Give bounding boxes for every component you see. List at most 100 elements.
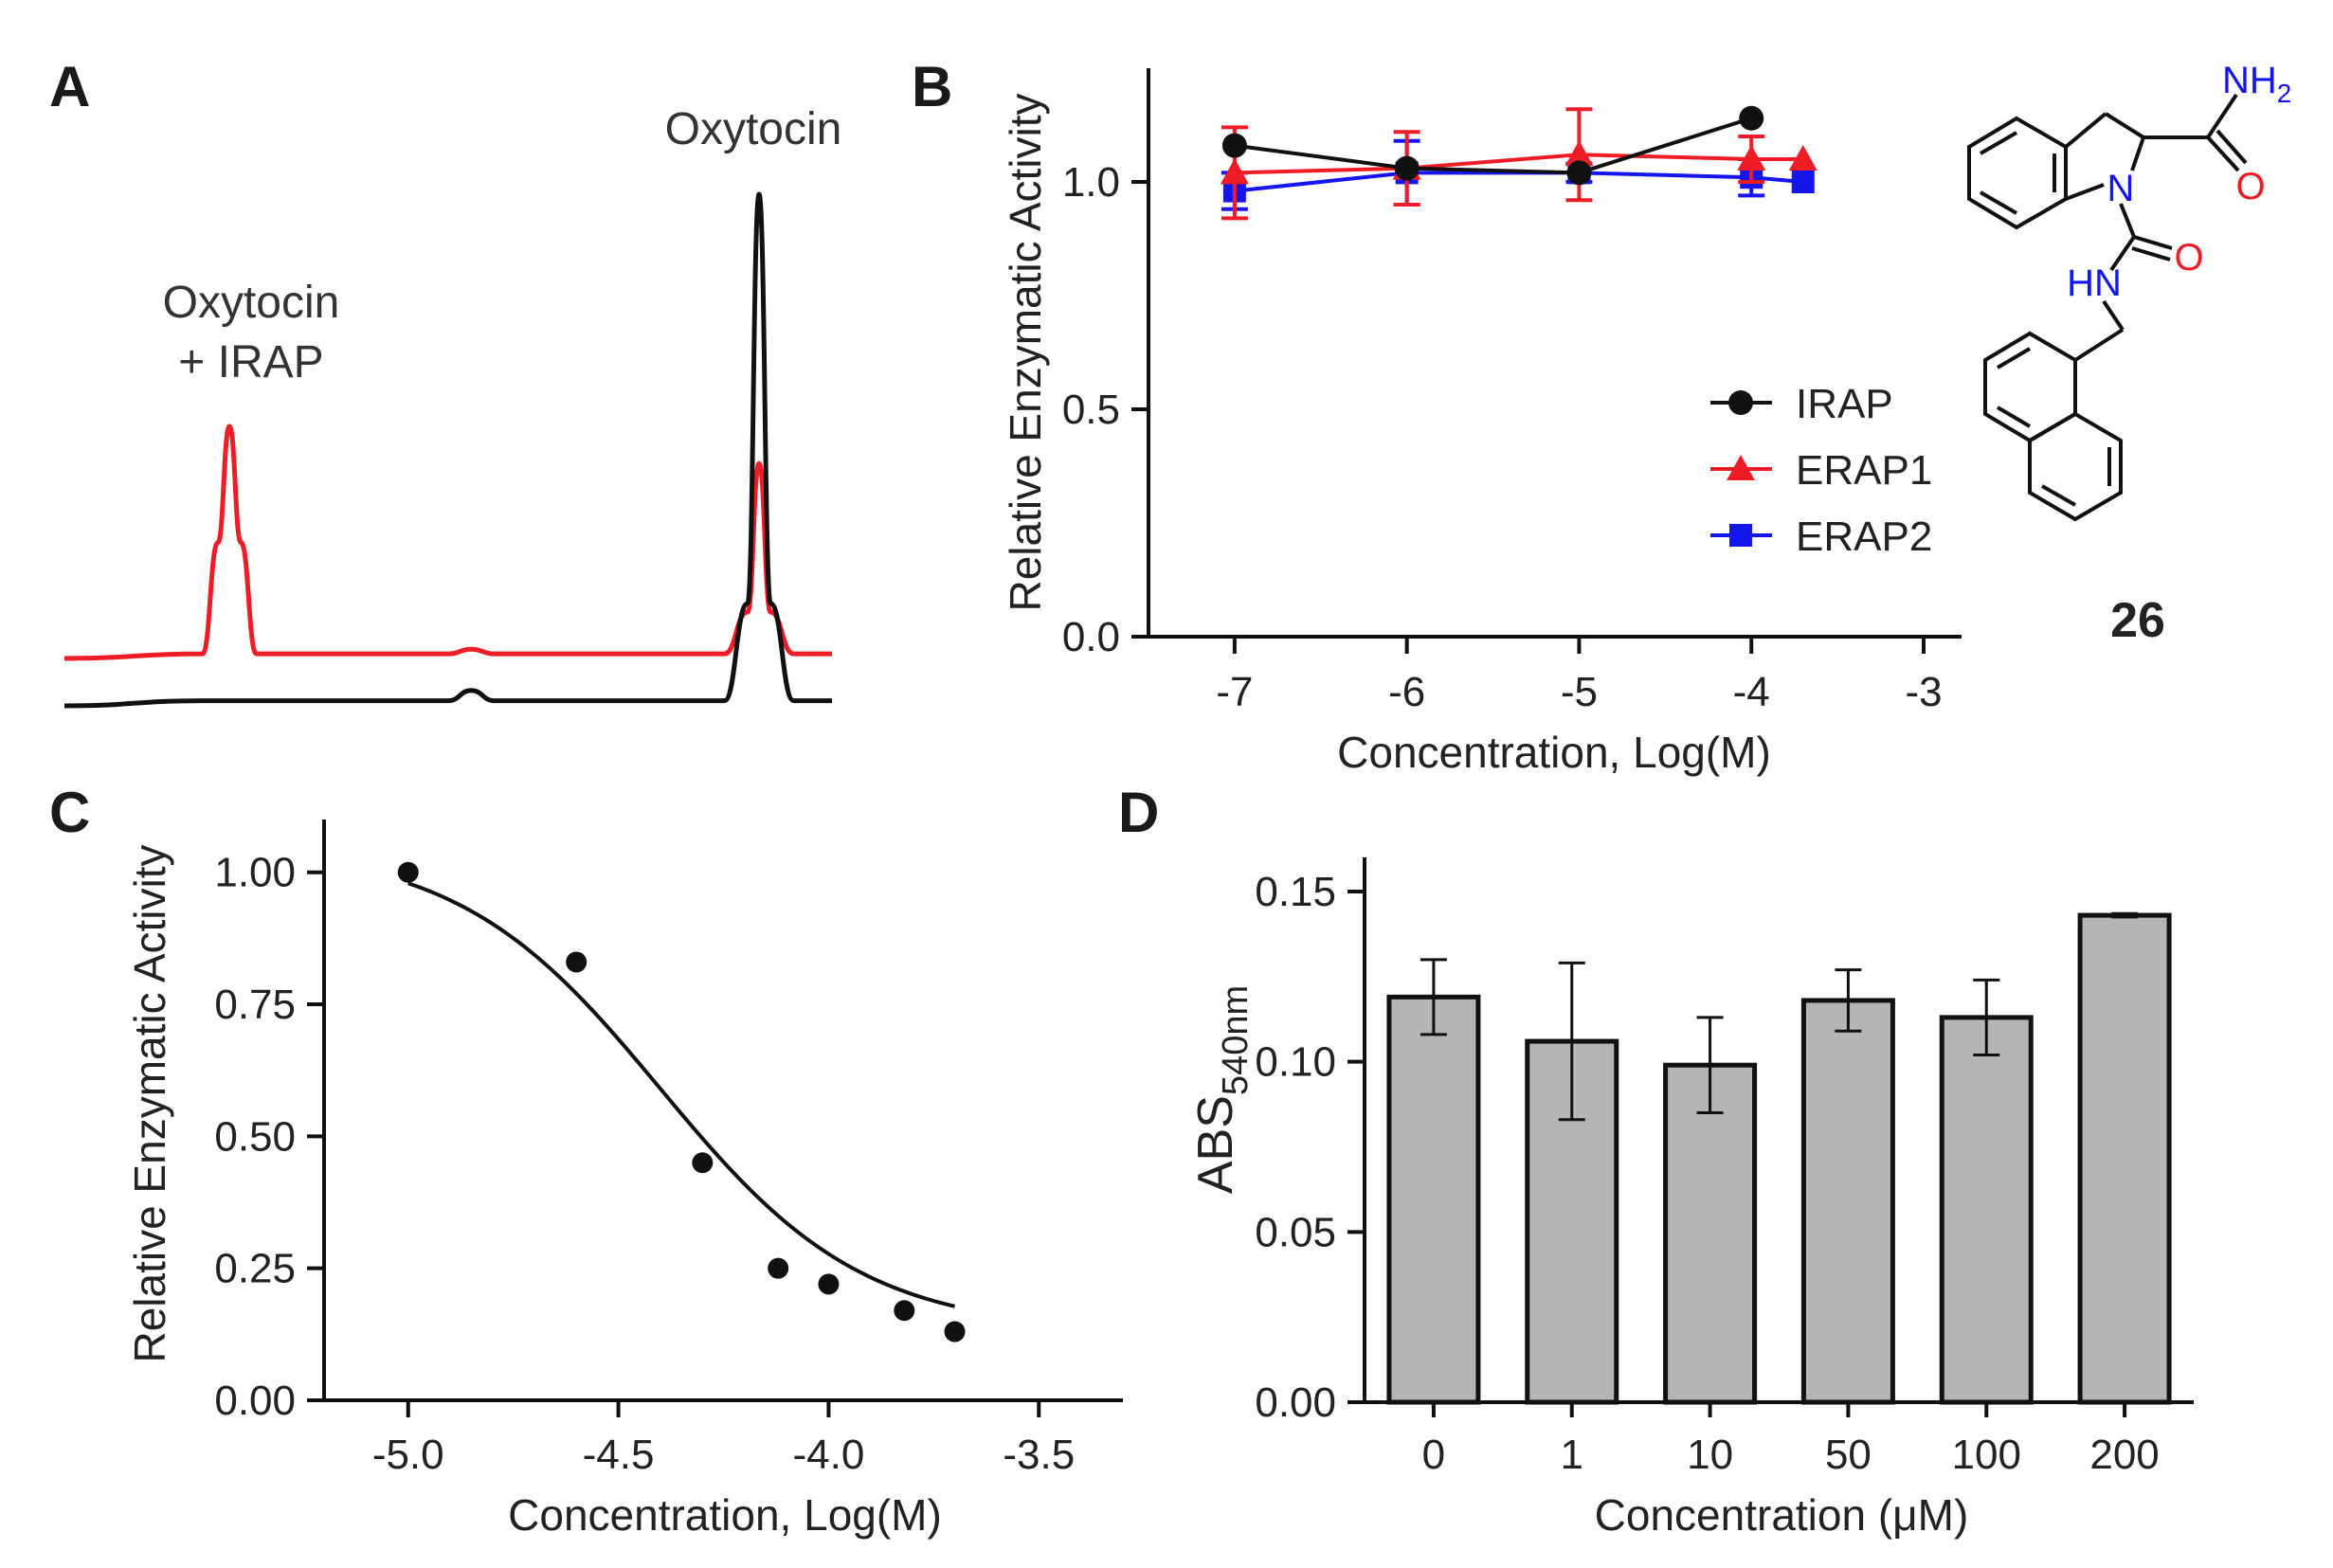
d-x-tick-label: 0 — [1422, 1432, 1445, 1478]
peak2-label: Oxytocin — [665, 104, 842, 154]
legend-marker-erap2 — [1729, 524, 1752, 547]
c-data-point — [944, 1321, 966, 1343]
c-ticks: -5.0 -4.5 -4.0 -3.5 0.00 0.25 0.50 0.75 1.00 — [214, 850, 1075, 1478]
atom-o-amide: O — [2235, 166, 2265, 207]
b-line-erap2 — [1234, 171, 1803, 193]
c-x-tick-label: -4.0 — [793, 1432, 865, 1478]
b-point-irap — [1221, 133, 1247, 158]
c-x-tick-label: -5.0 — [372, 1432, 444, 1478]
b-point-erap1 — [1737, 145, 1766, 171]
b-ticks: -7 -6 -5 -4 -3 0.0 0.5 1.0 — [1062, 159, 1943, 715]
c-data-point — [566, 951, 588, 973]
atom-o-urea: O — [2174, 237, 2203, 279]
legend-marker-erap1 — [1727, 455, 1755, 480]
c-y-tick-label: 0.50 — [214, 1113, 296, 1160]
d-x-tick-label: 100 — [1952, 1432, 2021, 1478]
c-y-tick-label: 0.75 — [214, 982, 296, 1028]
legend-marker-irap — [1728, 390, 1753, 415]
d-ticks: 0.00 0.05 0.10 0.15 0 1 10 50 100 200 — [1255, 869, 2159, 1478]
atom-nh2: NH2 — [2222, 60, 2291, 108]
c-data-point — [768, 1257, 789, 1279]
c-y-tick-label: 0.25 — [214, 1246, 296, 1292]
b-x-label: Concentration, Log(M) — [1337, 728, 1771, 777]
bond — [2133, 235, 2173, 250]
b-series — [1220, 105, 1818, 221]
b-y-label: Relative Enzymatic Activity — [1001, 93, 1050, 611]
panel-letter-a: A — [49, 55, 90, 118]
atom-hn: HN — [2067, 262, 2122, 304]
d-x-tick-label: 200 — [2089, 1432, 2159, 1478]
panel-b-chart: -7 -6 -5 -4 -3 0.0 0.5 1.0 Relative Enzymatic A… — [1001, 68, 1962, 777]
d-y-tick-label: 0.05 — [1255, 1209, 1336, 1255]
bond — [2102, 299, 2125, 332]
peak1-label-line1: Oxytocin — [163, 278, 340, 328]
d-bars — [1386, 911, 2172, 1405]
c-x-label: Concentration, Log(M) — [508, 1490, 942, 1540]
b-y-tick-label: 0.0 — [1062, 614, 1120, 660]
b-point-erap1 — [1564, 140, 1594, 167]
bond — [2130, 136, 2145, 171]
bond — [1979, 131, 2018, 155]
d-x-tick-label: 10 — [1687, 1432, 1733, 1478]
panel-letter-c: C — [49, 781, 90, 844]
d-bar — [1800, 998, 1895, 1405]
bond — [1996, 406, 2032, 428]
c-x-tick-label: -4.5 — [583, 1432, 655, 1478]
d-x-tick-label: 1 — [1561, 1432, 1583, 1478]
c-data-point — [818, 1273, 840, 1295]
atom-n-indoline: N — [2107, 168, 2135, 209]
d-y-tick-label: 0.15 — [1255, 869, 1336, 915]
bond — [2215, 129, 2248, 165]
panel-a-chromatogram: Oxytocin + IRAP Oxytocin — [63, 104, 842, 709]
d-bar — [1939, 1015, 2034, 1405]
c-plot — [397, 861, 966, 1343]
b-x-tick-label: -4 — [1733, 669, 1770, 715]
c-data-point — [692, 1152, 714, 1174]
bond — [2206, 135, 2240, 172]
bond — [2064, 112, 2107, 149]
bond — [2206, 93, 2238, 139]
b-point-irap — [1739, 105, 1764, 131]
d-y-label: ABS540nm — [1188, 985, 1256, 1194]
panel-letter-d: D — [1118, 781, 1159, 844]
bond — [2073, 328, 2125, 362]
c-y-tick-label: 0.00 — [214, 1378, 296, 1424]
indoline-benzene-ring — [1967, 116, 2068, 230]
b-x-tick-label: -3 — [1905, 669, 1942, 715]
c-y-label: Relative Enzymatic Activity — [125, 844, 174, 1362]
legend-label-irap: IRAP — [1796, 381, 1893, 427]
bond — [2109, 235, 2136, 272]
bond — [1979, 190, 2018, 215]
b-y-tick-label: 1.0 — [1062, 159, 1120, 206]
bond — [2065, 183, 2105, 201]
bond — [2119, 203, 2136, 238]
d-y-tick-label: 0.10 — [1255, 1039, 1336, 1086]
c-fit-curve — [407, 881, 955, 1308]
legend-label-erap2: ERAP2 — [1796, 514, 1932, 560]
b-point-irap — [1566, 160, 1592, 186]
bond — [2131, 246, 2171, 261]
naphthalene-ring-2 — [2028, 411, 2123, 522]
b-point-irap — [1394, 155, 1420, 181]
legend-label-erap1: ERAP1 — [1796, 447, 1932, 494]
bond — [1996, 347, 2032, 369]
b-point-erap2 — [1791, 171, 1815, 193]
panel-letter-b: B — [912, 55, 952, 118]
d-bar — [1663, 1062, 1758, 1405]
peak1-label-line2: + IRAP — [178, 337, 323, 387]
b-point-erap1 — [1788, 145, 1818, 171]
b-legend: IRAP ERAP1 ERAP2 — [1710, 381, 1932, 560]
b-x-tick-label: -5 — [1561, 669, 1598, 715]
b-x-tick-label: -6 — [1388, 669, 1425, 715]
b-y-tick-label: 0.5 — [1062, 387, 1120, 433]
b-line-irap — [1234, 116, 1752, 175]
d-bar — [1386, 994, 1481, 1405]
d-y-tick-label: 0.00 — [1255, 1379, 1336, 1426]
c-x-tick-label: -3.5 — [1003, 1432, 1075, 1478]
panel-c-chart: -5.0 -4.5 -4.0 -3.5 0.00 0.25 0.50 0.75 1.00 Rel… — [125, 820, 1123, 1540]
d-x-tick-label: 50 — [1825, 1432, 1872, 1478]
panel-d-chart: 0.00 0.05 0.10 0.15 0 1 10 50 100 200 ABS540nm Co… — [1188, 857, 2194, 1540]
d-bar — [2077, 912, 2172, 1405]
c-data-point — [894, 1300, 915, 1322]
